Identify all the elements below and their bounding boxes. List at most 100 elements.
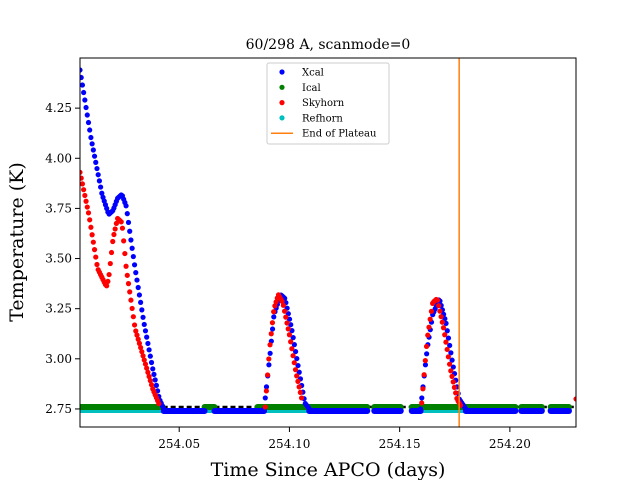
skyhorn-point-112 bbox=[437, 308, 443, 314]
legend-label-end-of-plateau: End of Plateau bbox=[302, 129, 377, 140]
skyhorn-point-68 bbox=[264, 372, 271, 378]
xcal-point-63 bbox=[153, 382, 159, 388]
y-tick-label-4: 3.75 bbox=[45, 201, 72, 215]
xcal-point-58 bbox=[147, 353, 153, 359]
xcal-point-135 bbox=[450, 364, 456, 370]
skyhorn-point-45 bbox=[131, 322, 138, 328]
skyhorn-point-56 bbox=[145, 369, 151, 375]
xcal-point-99 bbox=[296, 369, 302, 375]
xcal-point-72 bbox=[263, 384, 270, 390]
skyhorn-point-30 bbox=[113, 220, 119, 227]
skyhorn-point-96 bbox=[298, 395, 305, 401]
skyhorn-point-52 bbox=[140, 353, 146, 359]
y-tick-label-3: 3.50 bbox=[45, 252, 72, 266]
skyhorn-point-119 bbox=[445, 354, 451, 360]
xcal-point-15 bbox=[95, 172, 101, 178]
skyhorn-point-24 bbox=[106, 271, 112, 278]
legend-marker-skyhorn bbox=[279, 100, 285, 106]
skyhorn-point-88 bbox=[289, 346, 295, 352]
xcal-point-50 bbox=[138, 299, 144, 306]
skyhorn-point-39 bbox=[124, 272, 130, 278]
xcal-point-53 bbox=[141, 321, 147, 328]
xcal-point-75 bbox=[267, 350, 273, 356]
xcal-point-4 bbox=[82, 97, 88, 103]
skyhorn-point-122 bbox=[449, 373, 455, 379]
xcal-point-1 bbox=[80, 74, 84, 81]
skyhorn-point-41 bbox=[127, 289, 133, 295]
xcal-point-56 bbox=[145, 340, 151, 347]
skyhorn-point-23 bbox=[105, 278, 111, 285]
y-tick-label-5: 4.00 bbox=[45, 151, 72, 165]
xcal-point-62 bbox=[152, 377, 158, 383]
xcal-point-5 bbox=[83, 104, 89, 111]
skyhorn-point-1 bbox=[80, 175, 84, 181]
skyhorn-point-101 bbox=[423, 343, 430, 350]
xcal-point-145 bbox=[462, 405, 469, 412]
xcal-point-133 bbox=[448, 350, 454, 356]
y-tick-label-0: 2.75 bbox=[45, 402, 72, 416]
xcal-point-38 bbox=[123, 203, 129, 209]
skyhorn-point-123 bbox=[450, 379, 456, 385]
legend-entries: Xcal Ical Skyhorn Refhorn End of Plateau bbox=[271, 68, 377, 140]
x-tick-label-2: 254.15 bbox=[379, 437, 421, 451]
xcal-point-98 bbox=[295, 362, 301, 369]
xcal-point-18 bbox=[99, 190, 105, 196]
skyhorn-point-116 bbox=[442, 332, 448, 338]
xcal-point-61 bbox=[151, 371, 157, 377]
x-axis-label: Time Since APCO (days) bbox=[211, 459, 446, 480]
skyhorn-point-113 bbox=[438, 314, 444, 320]
xcal-point-11 bbox=[90, 147, 96, 153]
xcal-point-55 bbox=[144, 334, 150, 340]
skyhorn-point-53 bbox=[141, 357, 147, 363]
skyhorn-point-115 bbox=[440, 325, 447, 331]
xcal-point-71 bbox=[262, 395, 268, 401]
skyhorn-point-130 bbox=[573, 396, 576, 402]
skyhorn-point-98 bbox=[420, 386, 426, 392]
xcal-point-134 bbox=[449, 357, 455, 363]
legend-label-xcal: Xcal bbox=[302, 68, 324, 79]
legend-marker-refhorn bbox=[279, 115, 285, 121]
skyhorn-point-3 bbox=[81, 187, 87, 193]
skyhorn-point-42 bbox=[128, 297, 134, 303]
skyhorn-point-11 bbox=[90, 239, 96, 245]
xcal-point-13 bbox=[93, 159, 99, 165]
skyhorn-point-28 bbox=[111, 231, 117, 238]
skyhorn-point-25 bbox=[107, 260, 113, 267]
y-tick-label-6: 4.25 bbox=[45, 101, 72, 115]
xcal-point-59 bbox=[148, 359, 155, 366]
xcal-point-3 bbox=[81, 89, 87, 96]
xcal-point-2 bbox=[80, 82, 86, 88]
skyhorn-point-8 bbox=[87, 217, 93, 223]
skyhorn-point-84 bbox=[284, 320, 290, 326]
skyhorn-point-10 bbox=[89, 232, 95, 238]
x-tick-label-0: 254.05 bbox=[158, 437, 200, 451]
xcal-point-96 bbox=[292, 348, 299, 355]
xcal-point-49 bbox=[136, 292, 143, 298]
skyhorn-point-71 bbox=[268, 331, 274, 337]
skyhorn-point-34 bbox=[118, 219, 124, 225]
skyhorn-point-95 bbox=[297, 389, 303, 396]
xcal-point-74 bbox=[266, 362, 272, 368]
xcal-point-41 bbox=[127, 228, 133, 234]
xcal-point-9 bbox=[88, 134, 94, 141]
skyhorn-point-14 bbox=[94, 261, 100, 268]
skyhorn-point-120 bbox=[446, 361, 453, 367]
legend-marker-ical bbox=[279, 84, 285, 90]
chart-title: 60/298 A, scanmode=0 bbox=[246, 37, 411, 53]
x-axis: 254.05 254.10 254.15 254.20 bbox=[158, 427, 531, 451]
skyhorn-point-2 bbox=[80, 181, 86, 187]
xcal-point-12 bbox=[91, 153, 98, 159]
xcal-point-54 bbox=[142, 328, 149, 334]
skyhorn-point-37 bbox=[122, 250, 128, 257]
skyhorn-point-46 bbox=[133, 328, 139, 334]
skyhorn-point-83 bbox=[283, 314, 289, 320]
skyhorn-point-73 bbox=[271, 309, 277, 315]
skyhorn-point-104 bbox=[427, 316, 433, 322]
skyhorn-point-117 bbox=[443, 339, 449, 345]
skyhorn-point-87 bbox=[288, 339, 294, 345]
skyhorn-point-82 bbox=[281, 308, 288, 314]
xcal-point-78 bbox=[271, 314, 277, 320]
skyhorn-point-26 bbox=[108, 249, 115, 256]
xcal-point-16 bbox=[96, 178, 102, 184]
